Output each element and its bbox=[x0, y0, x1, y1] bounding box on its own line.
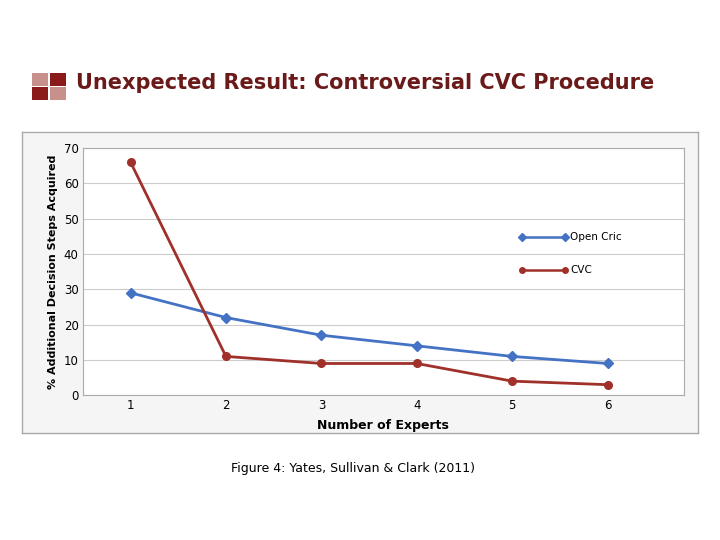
Text: USC: USC bbox=[20, 511, 49, 524]
X-axis label: Number of Experts: Number of Experts bbox=[318, 420, 449, 433]
Text: Open Cric: Open Cric bbox=[570, 232, 622, 242]
Bar bbox=[50, 87, 66, 100]
Bar bbox=[32, 73, 48, 86]
Bar bbox=[11, 502, 58, 534]
Bar bbox=[32, 87, 48, 100]
Y-axis label: % Additional Decision Steps Acquired: % Additional Decision Steps Acquired bbox=[48, 154, 58, 389]
Text: Unexpected Result: Controversial CVC Procedure: Unexpected Result: Controversial CVC Pro… bbox=[76, 73, 654, 93]
Bar bbox=[50, 73, 66, 86]
Text: CVC: CVC bbox=[570, 265, 592, 275]
Text: 12: 12 bbox=[677, 509, 702, 526]
Text: Figure 4: Yates, Sullivan & Clark (2011): Figure 4: Yates, Sullivan & Clark (2011) bbox=[231, 462, 474, 475]
